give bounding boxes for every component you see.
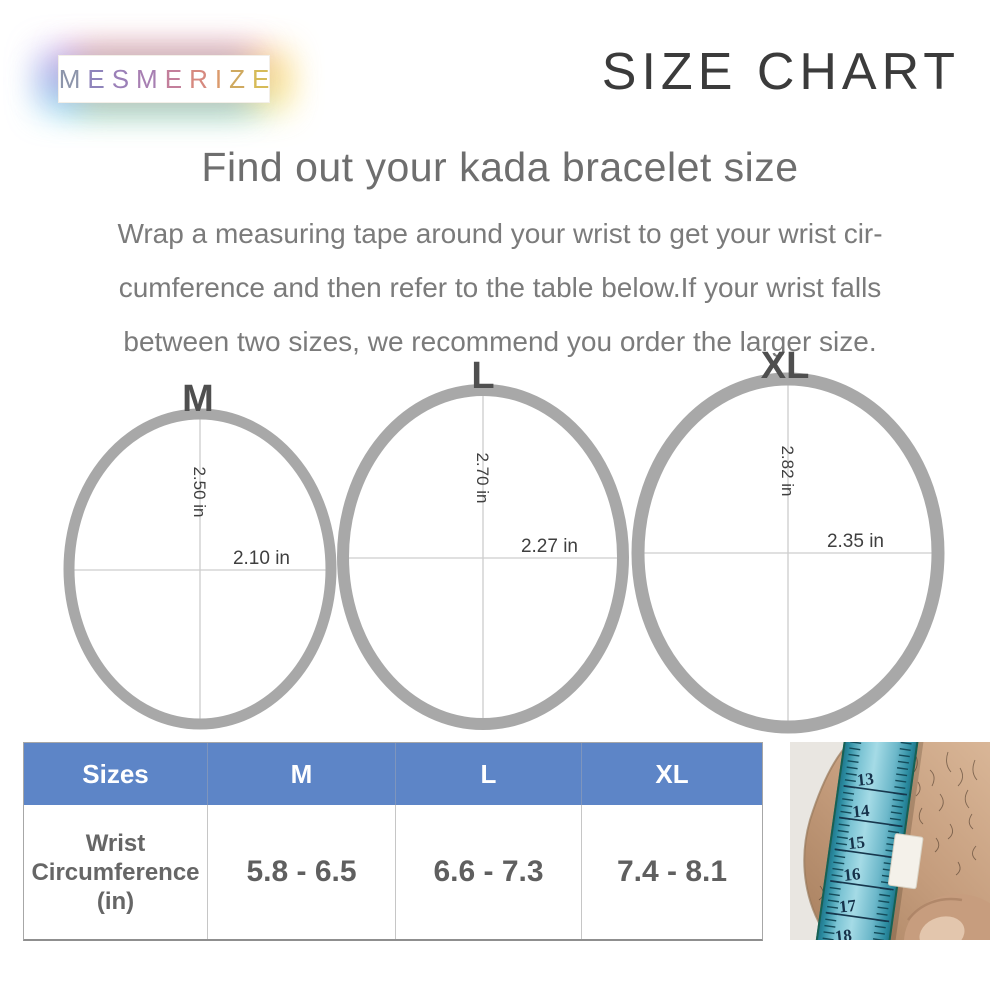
tape-major-lines — [825, 784, 908, 923]
brand-letter: M — [136, 63, 165, 94]
wrist-range-xl: 7.4 - 8.1 — [616, 855, 728, 888]
row-label-cell: Wrist Circumference (in) — [24, 805, 208, 939]
brand-letter: I — [214, 63, 230, 94]
brand-letter: R — [189, 63, 215, 94]
intro-heading: Find out your kada bracelet size — [201, 144, 799, 190]
wrist-range-m: 5.8 - 6.5 — [246, 855, 357, 888]
ring-height-label: 2.82 in — [778, 445, 797, 496]
tape-number: 18 — [834, 926, 853, 940]
brand-letter: E — [251, 63, 277, 94]
size-table-body-row: Wrist Circumference (in) 5.8 - 6.5 6.6 -… — [24, 805, 762, 939]
ring-ellipse — [631, 372, 945, 734]
ring-width-label: 2.35 in — [827, 531, 884, 552]
intro-line: Wrap a measuring tape around your wrist … — [117, 218, 883, 249]
ring-ellipse — [337, 384, 629, 730]
ring-xl: XL 2.82 in 2.35 in — [631, 345, 945, 734]
intro-paragraph: Wrap a measuring tape around your wrist … — [30, 207, 970, 369]
ring-height-label: 2.50 in — [190, 466, 209, 517]
ring-height-label: 2.70 in — [473, 452, 492, 503]
brand-logo: MESMERIZE — [58, 55, 270, 103]
tape-number: 14 — [851, 801, 870, 822]
value-cell-l: 6.6 - 7.3 — [396, 805, 582, 939]
thumb — [904, 894, 990, 940]
brand-letter: M — [58, 63, 88, 94]
brand-letter: Z — [229, 63, 252, 94]
forearm-edge — [803, 742, 851, 940]
page-title: SIZE CHART — [601, 43, 960, 101]
wrist-range-l: 6.6 - 7.3 — [433, 855, 544, 888]
tape-end-tab — [887, 833, 924, 890]
brand-letter: S — [111, 63, 137, 94]
header-cell-sizes: Sizes — [24, 743, 208, 805]
thumb-nail — [919, 916, 965, 940]
intro-line: cumference and then refer to the table b… — [118, 272, 882, 303]
tape-number: 17 — [838, 896, 857, 917]
header-cell-m: M — [208, 743, 396, 805]
row-label-line: Wrist — [85, 829, 146, 857]
ring-size-label: M — [182, 378, 214, 420]
value-cell-xl: 7.4 - 8.1 — [582, 805, 762, 939]
row-label-line: (in) — [96, 887, 135, 915]
ring-ellipse — [63, 408, 337, 730]
ring-m: M 2.50 in 2.10 in — [63, 378, 337, 730]
tape-numbers: 13 14 15 16 17 18 — [834, 769, 875, 940]
size-table: Sizes M L XL Wrist Circumference (in) 5.… — [23, 742, 763, 941]
ring-width-label: 2.27 in — [521, 536, 578, 557]
value-cell-m: 5.8 - 6.5 — [208, 805, 396, 939]
tape-body — [813, 742, 920, 940]
tape-number: 15 — [847, 832, 866, 853]
measuring-tape: 13 14 15 16 17 18 — [813, 742, 925, 940]
ring-size-label: L — [471, 355, 494, 397]
row-label-line: Circumference — [31, 858, 200, 886]
brand-letter: E — [87, 63, 112, 94]
ring-size-label: XL — [761, 345, 810, 387]
tape-number: 13 — [856, 769, 875, 790]
size-rings-diagram: M 2.50 in 2.10 in L 2.70 in 2.27 in XL 2… — [63, 345, 945, 734]
wrist-photo-illustration: 13 14 15 16 17 18 — [790, 742, 990, 940]
size-table-header-row: Sizes M L XL — [24, 743, 762, 805]
brand-letter: E — [164, 63, 190, 94]
tape-number: 16 — [843, 864, 862, 885]
header-cell-xl: XL — [655, 758, 689, 789]
brand-wordmark: MESMERIZE — [52, 64, 277, 95]
ring-width-label: 2.10 in — [233, 548, 290, 569]
ring-l: L 2.70 in 2.27 in — [337, 355, 629, 730]
header-cell-l: L — [396, 743, 582, 805]
intro-line: between two sizes, we recommend you orde… — [123, 326, 877, 357]
